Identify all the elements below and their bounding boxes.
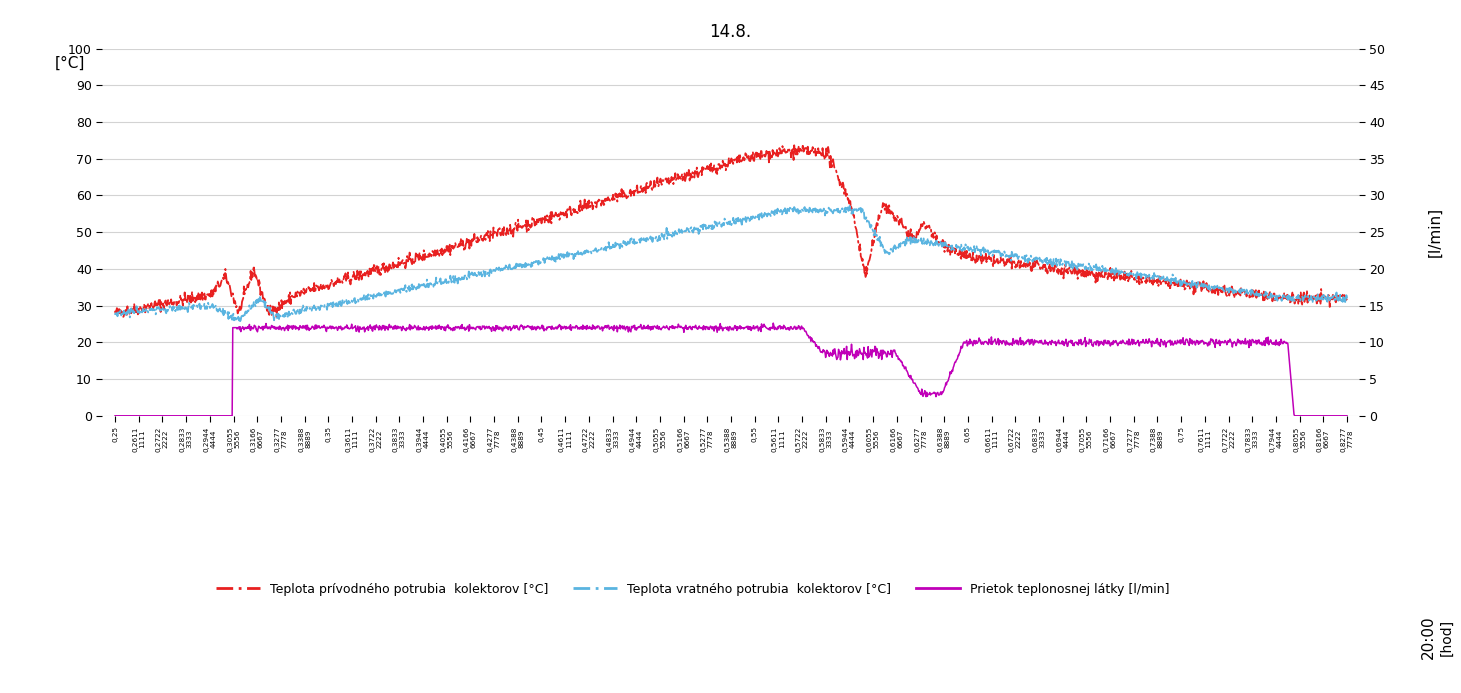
Text: [l/min]: [l/min] [1427,207,1443,257]
Legend: Teplota prívodného potrubia  kolektorov [°C], Teplota vratného potrubia  kolekto: Teplota prívodného potrubia kolektorov [… [212,577,1175,601]
Text: 20:00: 20:00 [1422,616,1436,659]
Text: [hod]: [hod] [1439,619,1454,656]
Title: 14.8.: 14.8. [710,24,751,42]
Text: [°C]: [°C] [54,56,85,71]
